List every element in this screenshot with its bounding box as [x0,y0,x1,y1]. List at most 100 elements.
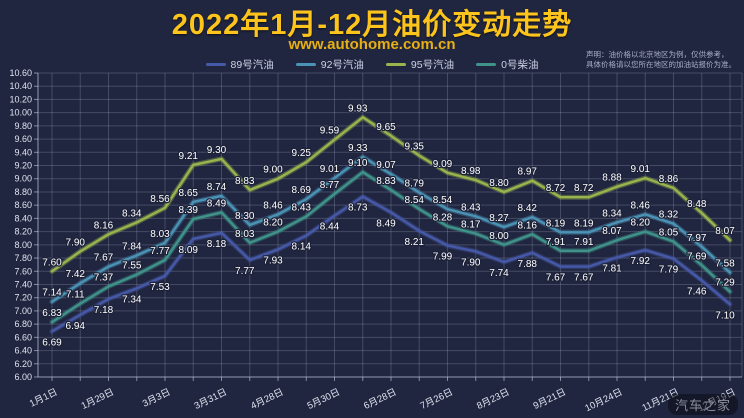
data-label-89号汽油: 7.90 [461,257,481,268]
series-line-95号汽油 [50,116,732,273]
data-label-92号汽油: 7.14 [42,288,62,299]
data-label-0号柴油: 8.83 [376,176,396,187]
data-label-89号汽油: 7.81 [602,263,622,274]
y-tick-label: 6.80 [14,319,32,329]
data-label-95号汽油: 9.59 [320,126,340,137]
data-label-89号汽油: 7.99 [433,251,453,262]
data-label-95号汽油: 8.80 [489,178,509,189]
data-label-95号汽油: 9.93 [348,103,368,114]
data-label-89号汽油: 7.88 [518,259,538,270]
data-label-92号汽油: 7.67 [94,253,114,264]
data-label-92号汽油: 7.97 [687,233,707,244]
data-label-92号汽油: 7.42 [66,269,86,280]
chart-legend: 89号汽油 92号汽油 95号汽油 0号柴油 [0,57,744,72]
data-label-0号柴油: 8.16 [518,220,538,231]
data-label-89号汽油: 7.67 [574,273,594,284]
data-label-95号汽油: 9.21 [179,151,199,162]
data-label-0号柴油: 7.55 [122,261,142,272]
y-tick-label: 10.60 [9,68,32,78]
data-label-89号汽油: 7.34 [122,294,142,305]
series-line-89号汽油 [50,195,732,333]
data-label-89号汽油: 8.18 [207,239,227,250]
data-label-92号汽油: 8.30 [235,211,255,222]
data-label-89号汽油: 7.93 [263,255,283,266]
y-tick-label: 6.20 [14,359,32,369]
data-label-95号汽油: 8.88 [602,173,622,184]
y-tick-label: 8.20 [14,227,32,237]
legend-swatch-icon [476,63,497,66]
y-tick-label: 8.60 [14,200,32,210]
y-tick-label: 9.00 [14,174,32,184]
data-label-89号汽油: 8.44 [320,222,340,233]
x-axis-tick-labels: 1月1日 1月29日 3月3日 3月31日 4月28日 5月30日 6月28日 7月26日 8月… [28,387,737,414]
data-label-0号柴油: 8.05 [659,228,679,239]
y-tick-label: 8.40 [14,213,32,223]
data-point-labels: 6.69 6.94 7.18 7.34 7.53 8.09 8.18 7.77 7.93 8.14… [41,102,736,350]
data-label-89号汽油: 6.94 [66,321,86,332]
data-label-89号汽油: 8.73 [348,203,368,214]
y-tick-label: 8.80 [14,187,32,197]
data-label-95号汽油: 8.07 [715,226,735,237]
x-tick-label: 7月26日 [419,387,455,412]
data-label-95号汽油: 7.60 [42,257,62,268]
data-label-92号汽油: 8.32 [659,210,679,221]
data-label-92号汽油: 8.65 [179,188,199,199]
data-label-95号汽油: 9.01 [631,164,651,175]
data-label-92号汽油: 8.34 [602,208,622,219]
legend-label: 95号汽油 [410,59,455,71]
legend-swatch-icon [295,63,316,66]
series-line-0号柴油 [50,170,732,324]
disclaimer-line-1: 声明：油价格以北京地区为例，仅供参考， [586,50,729,59]
y-tick-label: 7.20 [14,293,32,303]
data-label-0号柴油: 7.29 [715,278,735,289]
data-label-92号汽油: 8.46 [631,200,651,211]
data-label-89号汽油: 8.21 [405,237,425,248]
data-label-92号汽油: 7.58 [715,259,735,270]
y-tick-label: 6.60 [14,332,32,342]
y-axis-tick-labels: 6.00 6.20 6.40 6.60 6.80 7.00 7.20 7.40 7.60 7.80… [9,68,32,382]
data-label-95号汽油: 9.35 [405,142,425,153]
legend-label: 89号汽油 [230,59,274,71]
data-label-92号汽油: 8.27 [489,213,509,224]
data-label-89号汽油: 7.67 [546,273,566,284]
data-label-0号柴油: 7.37 [94,272,114,283]
data-label-95号汽油: 8.56 [150,194,170,205]
data-label-92号汽油: 9.33 [348,143,368,154]
data-label-92号汽油: 8.79 [405,179,425,190]
data-label-0号柴油: 8.54 [405,195,425,206]
y-tick-label: 7.60 [14,266,32,276]
data-label-0号柴油: 7.91 [546,237,566,248]
y-tick-label: 9.20 [14,161,32,171]
y-tick-label: 7.40 [14,279,32,289]
y-tick-label: 9.80 [14,121,32,131]
data-label-0号柴油: 8.17 [461,220,481,231]
data-label-0号柴油: 8.43 [292,202,312,213]
legend-item-89号汽油: 89号汽油 [205,57,274,72]
data-label-95号汽油: 9.09 [433,159,453,170]
legend-item-95号汽油: 95号汽油 [385,57,455,72]
data-label-95号汽油: 9.25 [292,148,312,159]
x-tick-label: 6月28日 [362,387,398,412]
y-tick-label: 9.60 [14,134,32,144]
data-label-0号柴油: 8.77 [320,180,340,191]
data-label-95号汽油: 8.98 [461,166,481,177]
data-label-92号汽油: 8.54 [433,195,453,206]
data-label-95号汽油: 8.97 [518,167,538,178]
x-tick-label: 4月28日 [249,387,285,412]
data-label-0号柴油: 7.69 [687,251,707,262]
data-label-92号汽油: 7.84 [122,241,142,252]
y-tick-label: 10.40 [9,81,32,91]
y-tick-label: 9.40 [14,147,32,157]
data-label-89号汽油: 7.79 [659,265,679,276]
x-tick-label: 9月21日 [532,387,568,412]
data-label-95号汽油: 9.30 [207,145,227,156]
autohome-watermark: 汽车之家 [667,394,738,415]
data-label-95号汽油: 8.72 [546,183,566,194]
legend-swatch-icon [205,63,226,66]
y-tick-label: 10.00 [9,108,32,118]
data-label-0号柴油: 7.11 [66,290,85,301]
legend-label: 92号汽油 [320,59,364,71]
data-label-0号柴油: 9.10 [348,158,368,169]
